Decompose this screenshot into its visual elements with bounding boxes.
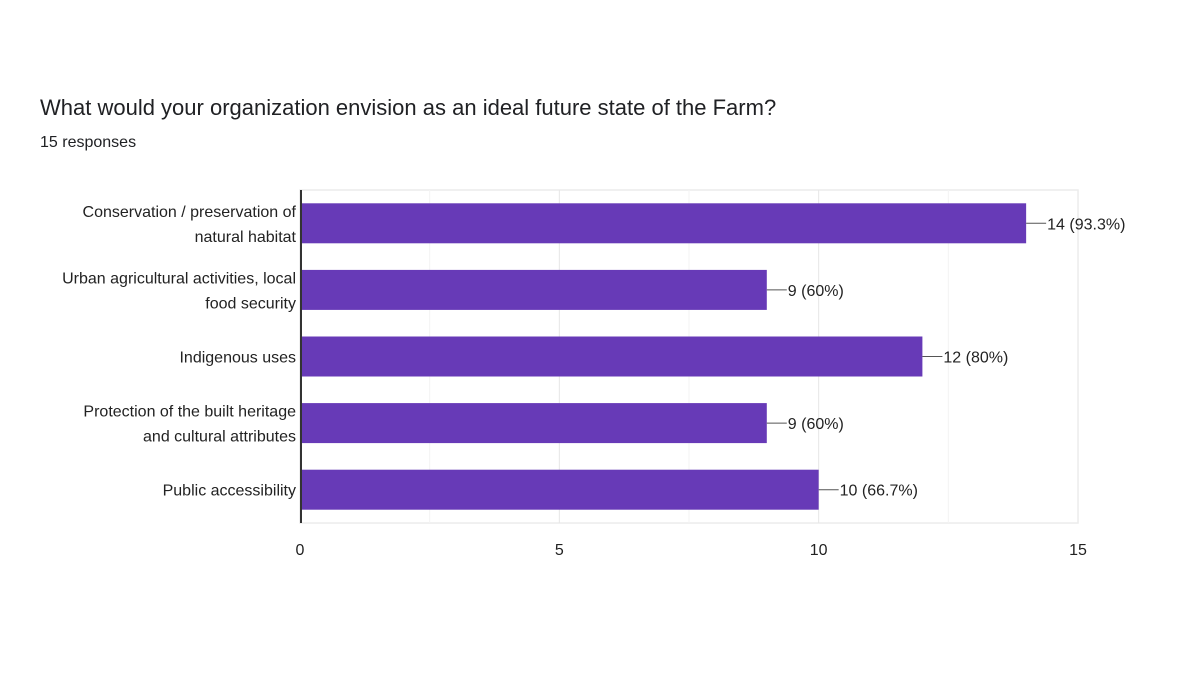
category-label: natural habitat [195, 229, 297, 246]
category-label: food security [205, 295, 296, 312]
data-label: 9 (60%) [788, 416, 844, 433]
category-label: Public accessibility [163, 483, 296, 500]
bar [300, 269, 767, 310]
bar [300, 469, 819, 510]
x-tick-label: 0 [296, 542, 305, 559]
category-label: Urban agricultural activities, local [62, 270, 296, 287]
x-tick-label: 10 [810, 542, 828, 559]
data-label: 10 (66.7%) [840, 483, 918, 500]
bar [300, 203, 1027, 244]
x-tick-label: 15 [1069, 542, 1087, 559]
category-label: Indigenous uses [179, 350, 296, 367]
chart-title: What would your organization envision as… [40, 95, 777, 120]
data-label: 14 (93.3%) [1047, 216, 1125, 233]
category-label: and cultural attributes [143, 429, 296, 446]
bar [300, 336, 923, 377]
x-tick-label: 5 [555, 542, 564, 559]
category-label: Protection of the built heritage [83, 404, 296, 421]
category-label: Conservation / preservation of [83, 204, 297, 221]
data-label: 12 (80%) [943, 350, 1008, 367]
data-label: 9 (60%) [788, 283, 844, 300]
bar [300, 403, 767, 444]
response-count: 15 responses [40, 134, 137, 151]
